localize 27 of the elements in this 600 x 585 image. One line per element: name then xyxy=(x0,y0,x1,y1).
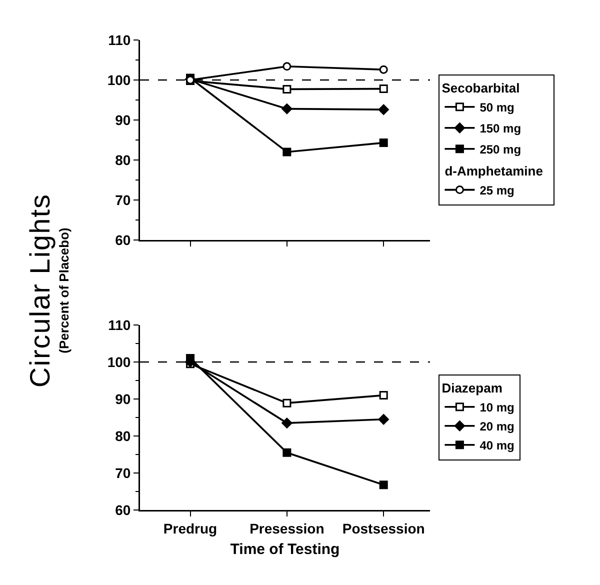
x-tick-label: Postsession xyxy=(342,520,425,536)
y-tick-label: 80 xyxy=(115,428,131,444)
legend-label: 250 mg xyxy=(480,142,522,157)
y-tick-label: 110 xyxy=(108,32,131,48)
legend-label: 20 mg xyxy=(480,420,514,434)
y-tick-label: 60 xyxy=(115,232,131,248)
y-axis-title: Circular Lights (Percent of Placebo) xyxy=(24,193,72,387)
x-tick-label: Predrug xyxy=(163,520,218,536)
y-tick-label: 90 xyxy=(115,112,131,128)
legend-label: 10 mg xyxy=(480,400,514,415)
y-tick-label: 60 xyxy=(115,502,131,518)
y-tick-label: 90 xyxy=(115,390,131,407)
legend-title: Diazepam xyxy=(442,380,502,396)
legend-label: 25 mg xyxy=(480,183,514,198)
x-tick-label: Presession xyxy=(250,520,324,536)
y-tick-label: 70 xyxy=(115,192,131,208)
y-tick-label: 110 xyxy=(108,316,131,333)
legend-label: 50 mg xyxy=(480,100,514,115)
legend-title: Secobarbital xyxy=(442,80,520,96)
y-tick-label: 100 xyxy=(107,354,131,370)
text: d-Amphetamine xyxy=(444,163,543,178)
x-axis-title: Time of Testing xyxy=(230,541,340,558)
y-tick-label: 70 xyxy=(115,464,131,481)
y-tick-label: 100 xyxy=(107,72,131,88)
y-tick-label: 80 xyxy=(115,152,131,168)
legend-label: 150 mg xyxy=(480,122,522,136)
legend-label: 40 mg xyxy=(480,438,514,453)
